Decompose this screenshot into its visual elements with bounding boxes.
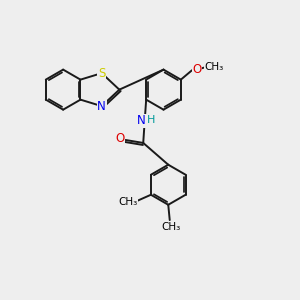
Text: O: O — [116, 132, 125, 145]
Text: N: N — [97, 100, 106, 112]
Text: CH₃: CH₃ — [161, 222, 181, 233]
Text: N: N — [137, 114, 146, 127]
Text: CH₃: CH₃ — [118, 197, 138, 207]
Text: CH₃: CH₃ — [205, 62, 224, 72]
Text: O: O — [192, 62, 202, 76]
Text: S: S — [98, 67, 105, 80]
Text: H: H — [147, 115, 155, 125]
